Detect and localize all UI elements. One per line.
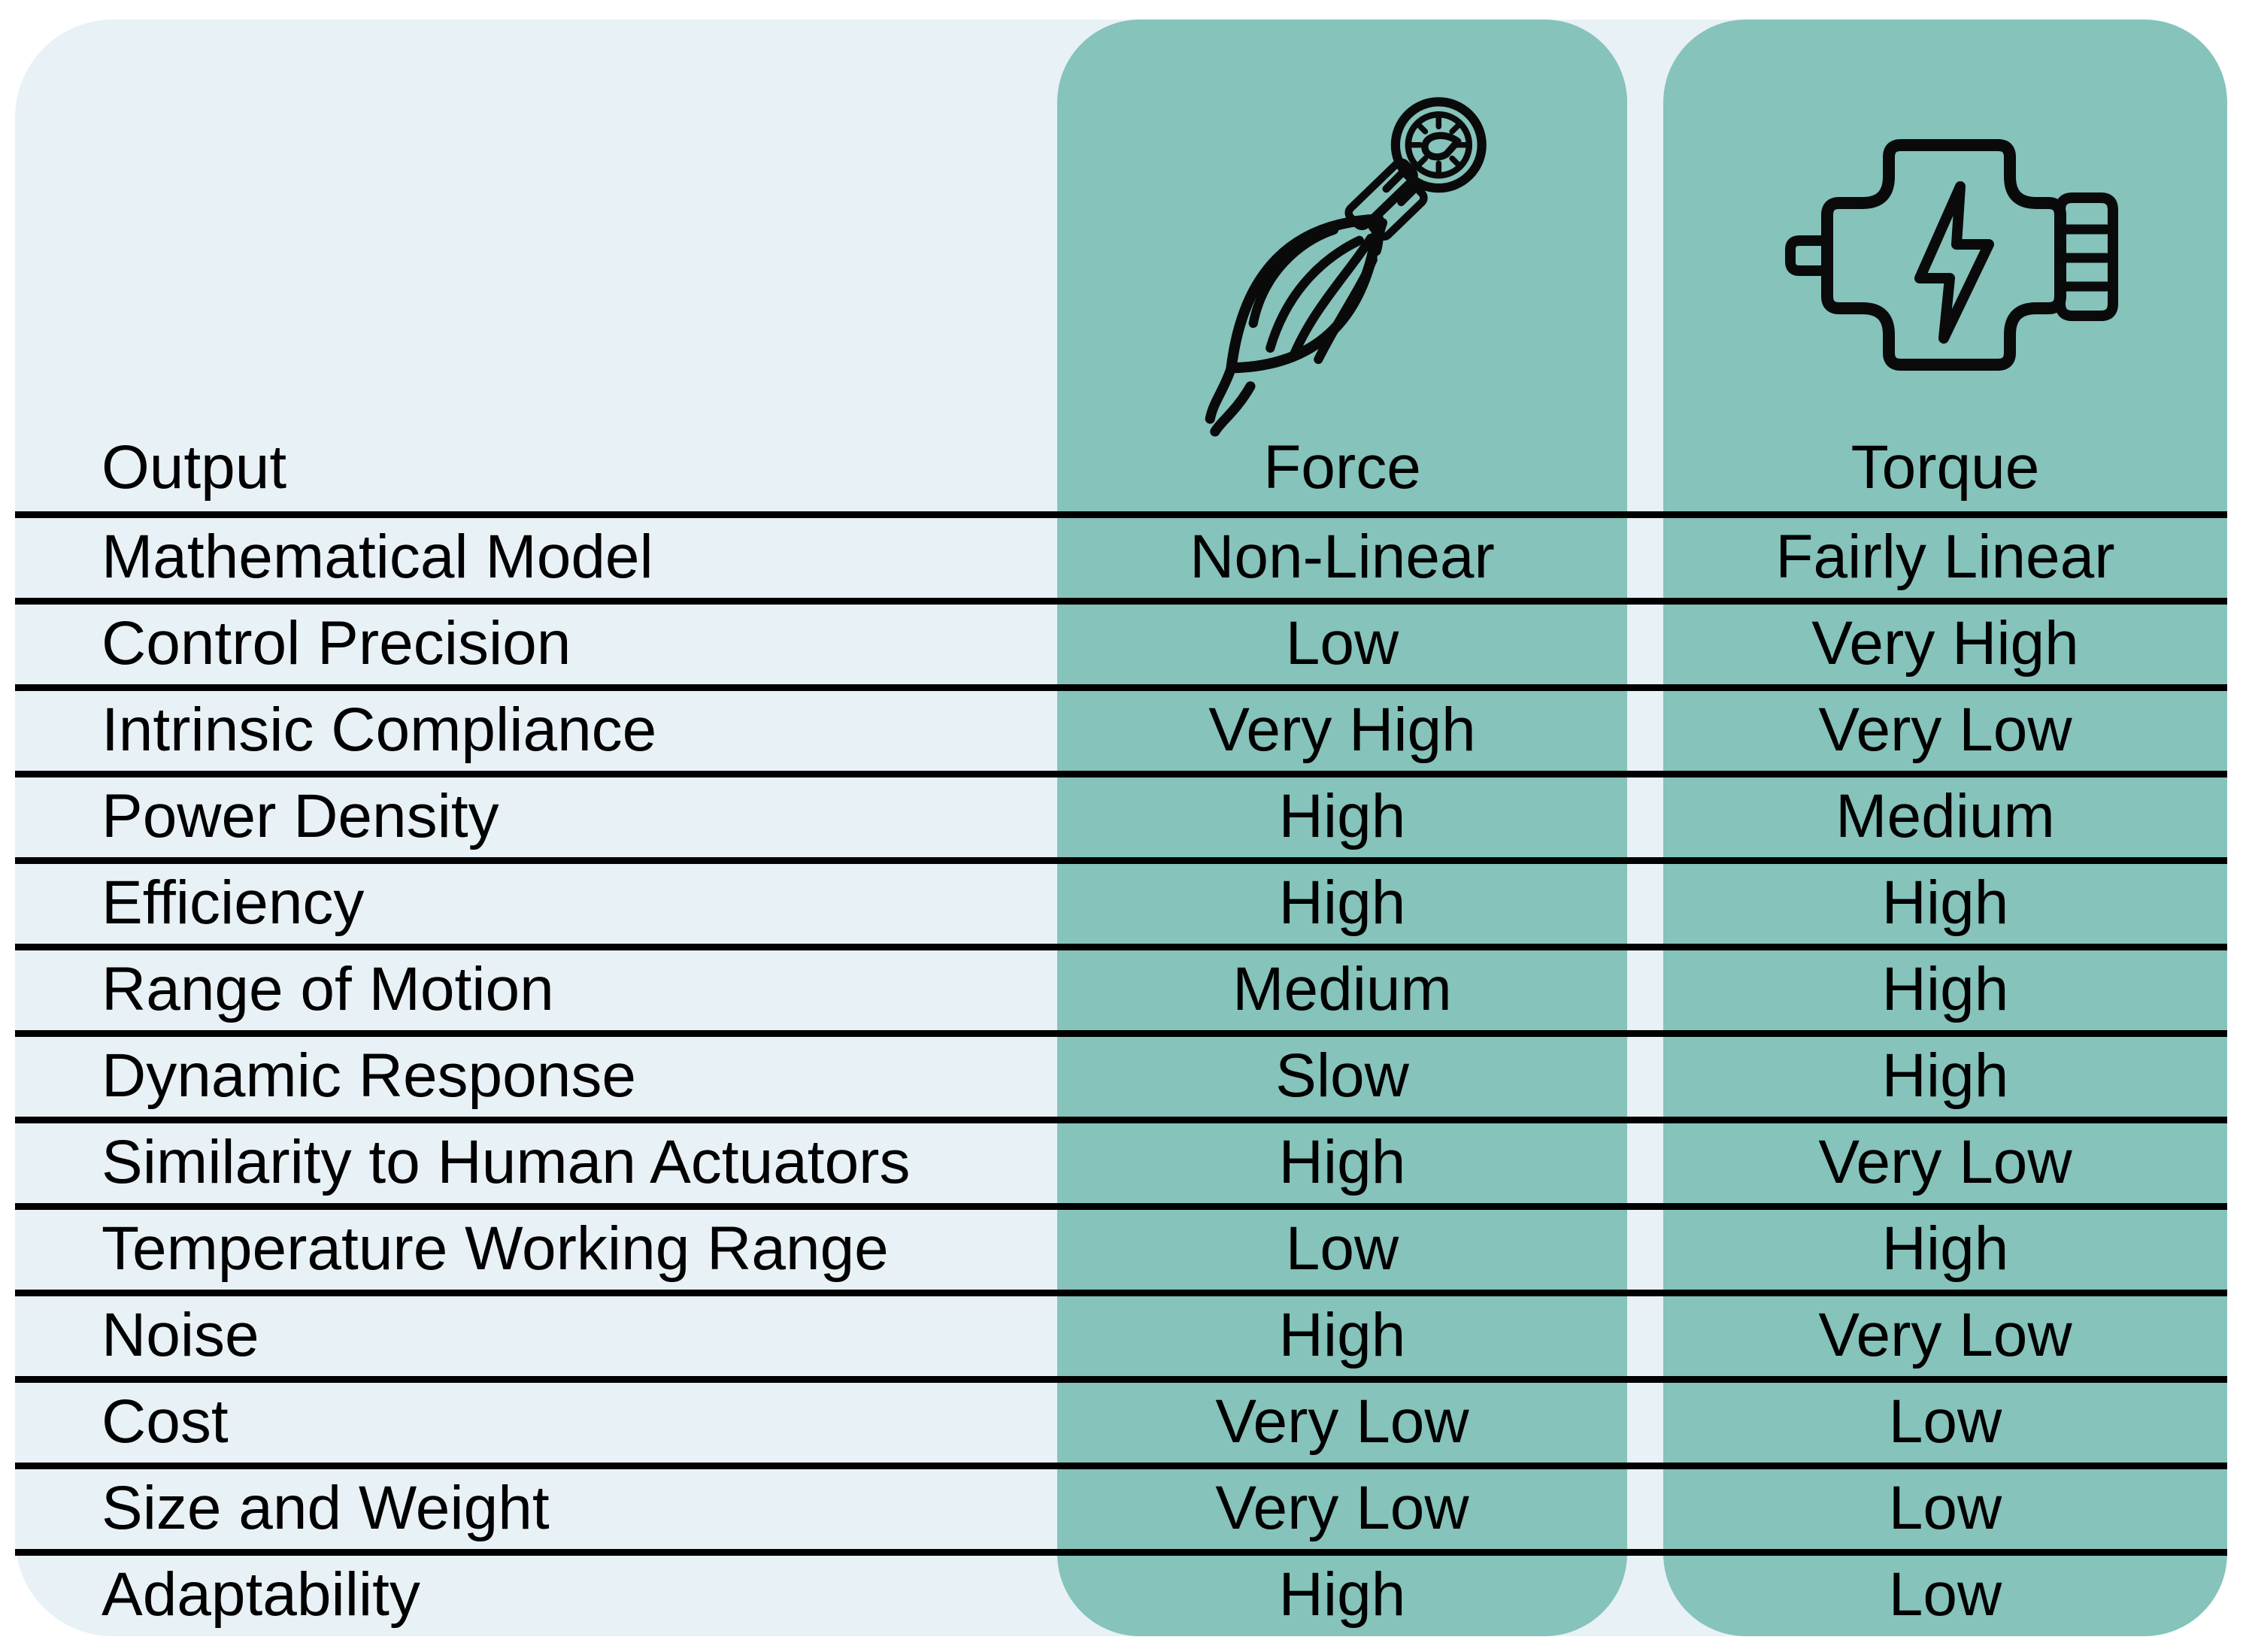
electric-motor-lightning-icon [1785,139,2118,371]
column-gap [1627,1210,1663,1290]
table-row: Cost Very Low Low [15,1376,2227,1463]
torque-value: High [1881,1041,2009,1110]
torque-value: Fairly Linear [1775,523,2115,591]
force-value: High [1278,1128,1406,1196]
table-row: Temperature Working Range Low High [15,1203,2227,1290]
force-value: High [1278,868,1406,937]
column-gap [1627,950,1663,1030]
torque-value: High [1881,1214,2009,1283]
row-label: Efficiency [102,868,365,937]
row-label: Range of Motion [102,955,554,1023]
torque-value: Low [1888,1560,2002,1629]
table-row: Adaptability High Low [15,1549,2227,1635]
torque-value: Very Low [1818,1301,2072,1369]
table-row: Mathematical Model Non-Linear Fairly Lin… [15,511,2227,598]
header-output-label: Output [102,433,287,502]
force-value: Very High [1208,696,1476,764]
torque-value: Very Low [1818,696,2072,764]
force-column-background [1057,20,1627,1636]
column-gap [1627,864,1663,944]
column-gap [1627,1037,1663,1117]
force-value: High [1278,1301,1406,1369]
column-gap [1627,1556,1663,1635]
force-value: High [1278,782,1406,850]
table-row: Range of Motion Medium High [15,944,2227,1030]
header-torque-label: Torque [1850,433,2040,502]
column-gap [1627,518,1663,598]
table-row: Intrinsic Compliance Very High Very Low [15,684,2227,771]
column-gap [1627,605,1663,684]
row-label: Control Precision [102,609,571,677]
force-value: Low [1285,1214,1399,1283]
force-value: Medium [1232,955,1452,1023]
torque-value: Low [1888,1387,2002,1456]
torque-value: Very High [1811,609,2079,677]
row-label: Temperature Working Range [102,1214,889,1283]
force-value: Very Low [1215,1387,1469,1456]
row-label: Power Density [102,782,499,850]
header-force-label: Force [1263,433,1421,502]
force-value: Very Low [1215,1474,1469,1542]
table-row: Power Density High Medium [15,771,2227,857]
force-value: Slow [1275,1041,1409,1110]
column-gap [1627,1469,1663,1549]
force-value: Low [1285,609,1399,677]
table-row: Size and Weight Very Low Low [15,1463,2227,1549]
torque-value: High [1881,868,2009,937]
torque-value: High [1881,955,2009,1023]
row-label: Similarity to Human Actuators [102,1128,911,1196]
pneumatic-muscle-pressure-gauge-icon [1205,97,1487,437]
column-gap [1627,691,1663,771]
force-value: Non-Linear [1190,523,1495,591]
row-label: Cost [102,1387,229,1456]
row-label: Dynamic Response [102,1041,636,1110]
table-row: Similarity to Human Actuators High Very … [15,1117,2227,1203]
row-label: Mathematical Model [102,523,653,591]
force-value: High [1278,1560,1406,1629]
torque-value: Very Low [1818,1128,2072,1196]
column-gap [1627,1123,1663,1203]
column-gap [1627,1296,1663,1376]
column-gap [1627,778,1663,857]
column-gap [1627,1383,1663,1463]
row-label: Intrinsic Compliance [102,696,657,764]
table-rows: Mathematical Model Non-Linear Fairly Lin… [15,511,2227,1635]
table-row: Dynamic Response Slow High [15,1030,2227,1117]
row-label: Adaptability [102,1560,420,1629]
torque-value: Medium [1835,782,2055,850]
torque-value: Low [1888,1474,2002,1542]
row-label: Noise [102,1301,259,1369]
table-row: Noise High Very Low [15,1290,2227,1376]
row-label: Size and Weight [102,1474,550,1542]
table-row: Efficiency High High [15,857,2227,944]
table-row: Control Precision Low Very High [15,598,2227,684]
